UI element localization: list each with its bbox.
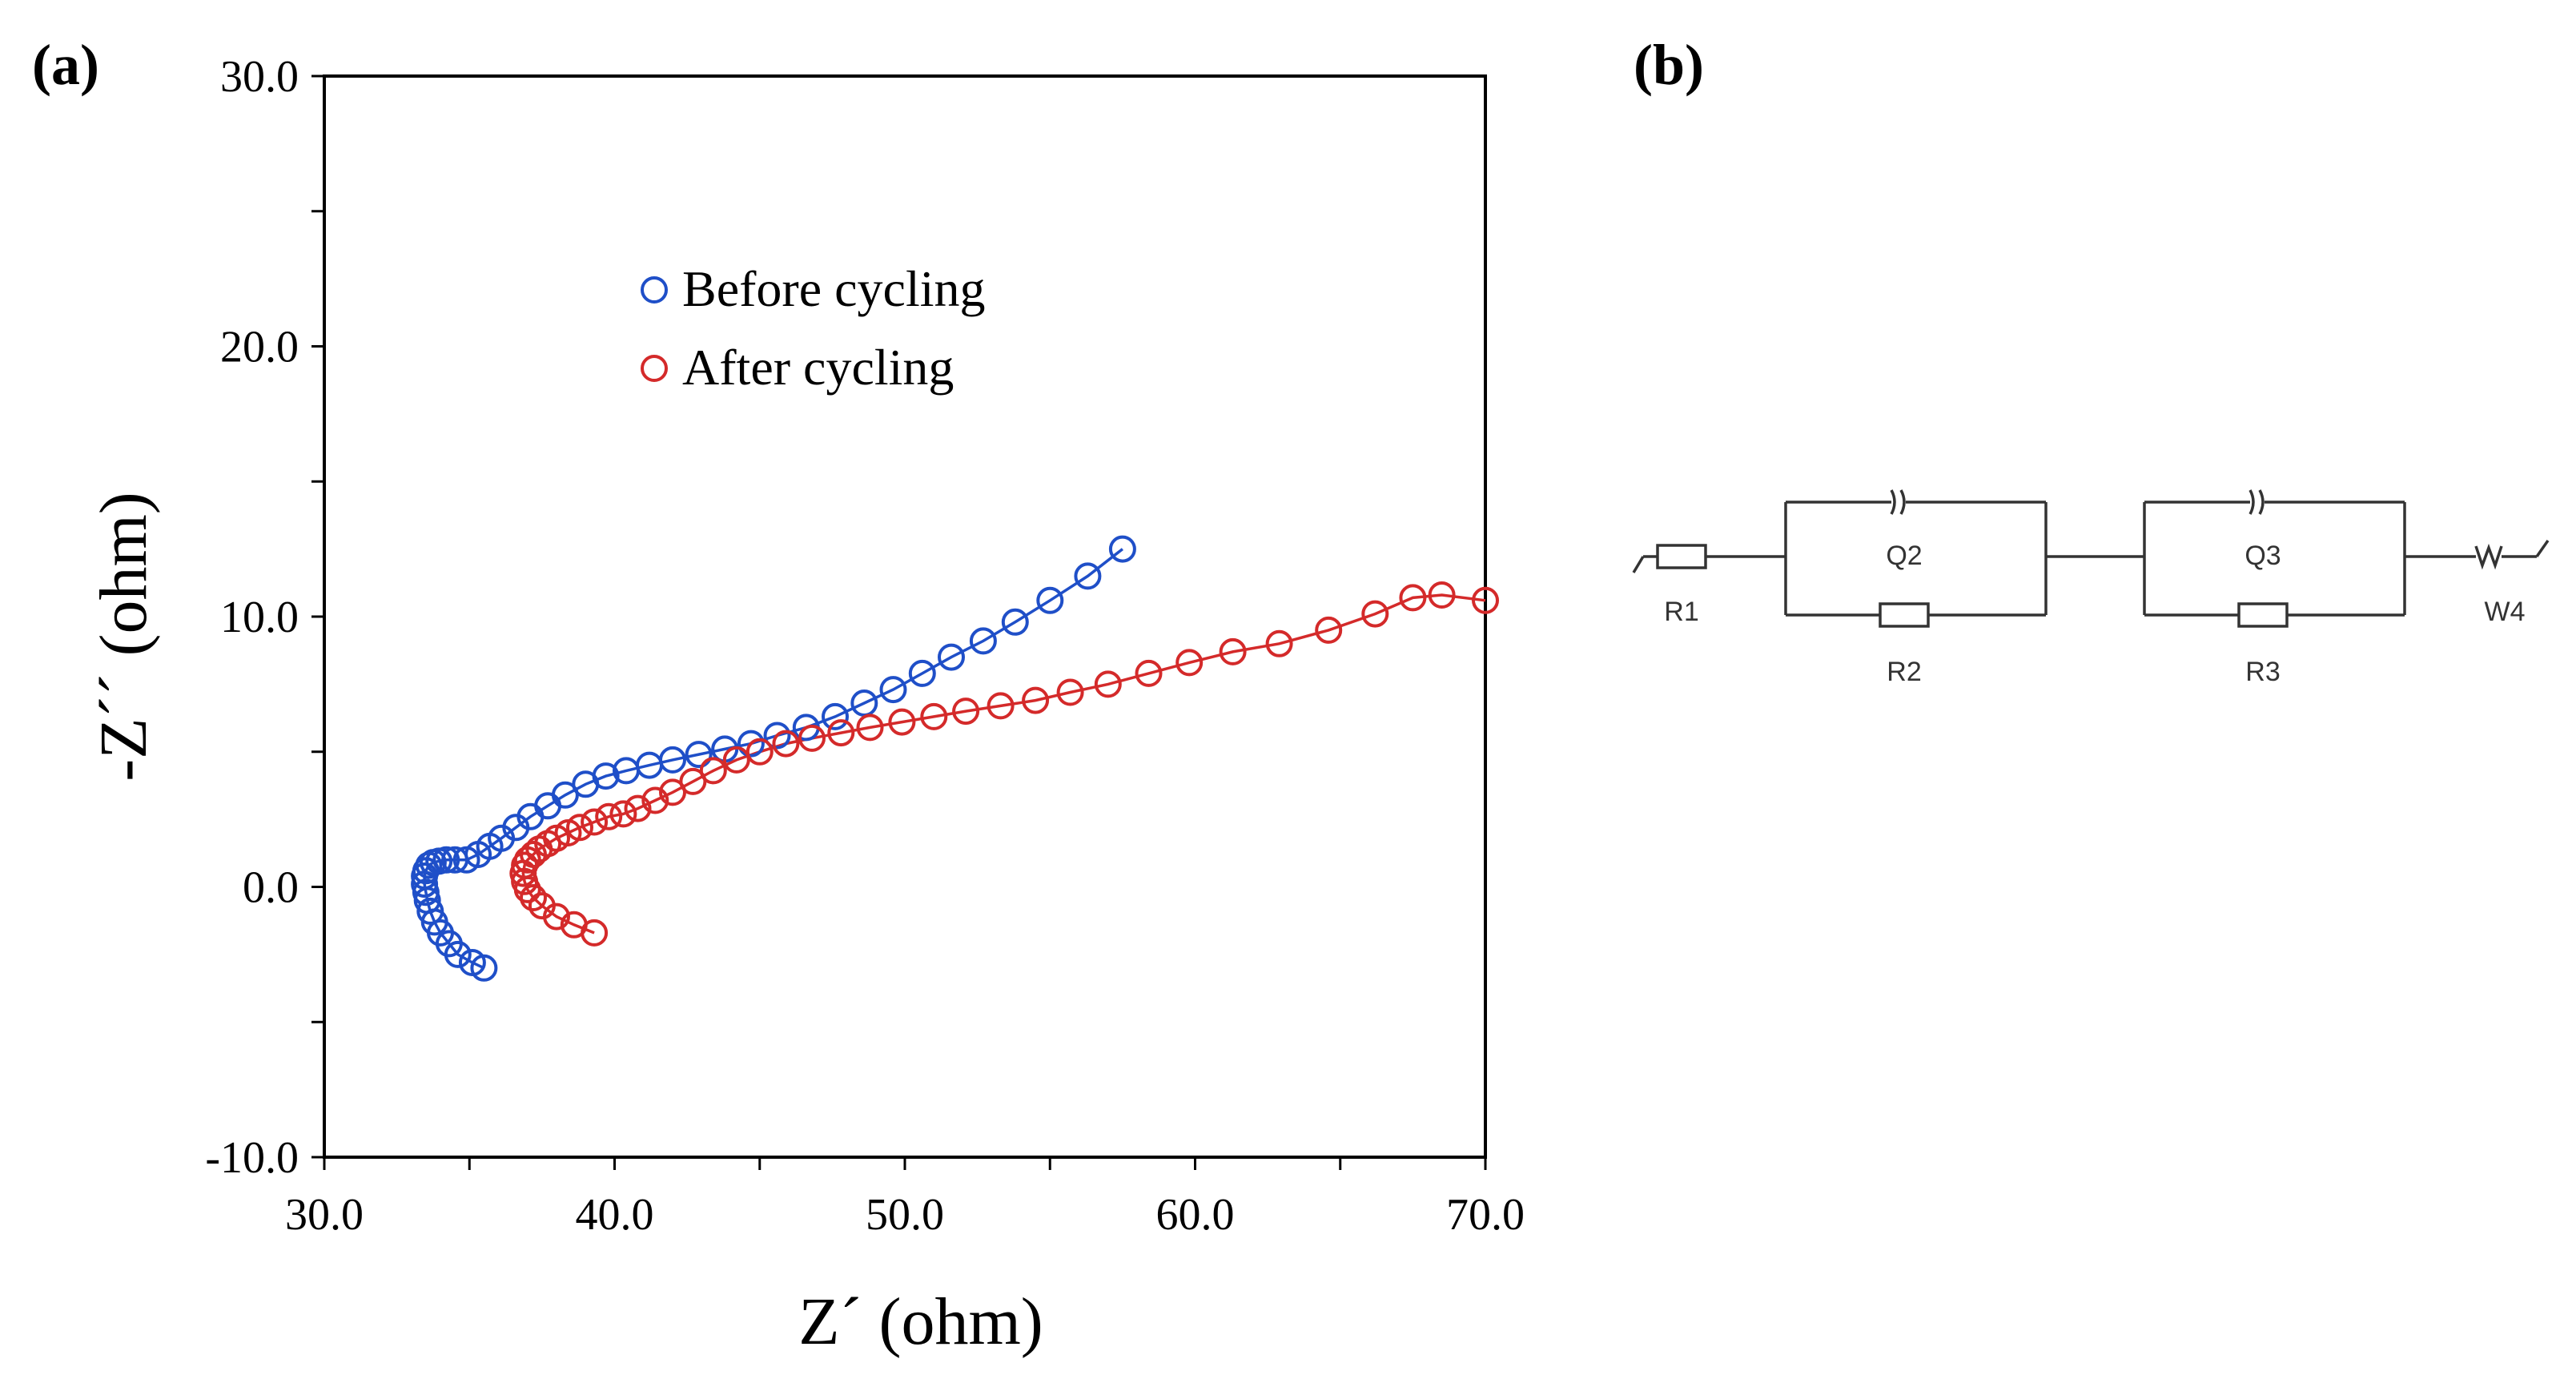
y-tick-label: 10.0 bbox=[220, 593, 299, 642]
data-point-1 bbox=[987, 692, 1015, 720]
data-point-0 bbox=[969, 627, 997, 655]
data-points bbox=[411, 535, 1499, 982]
data-point-1 bbox=[772, 730, 800, 758]
data-point-0 bbox=[1108, 535, 1136, 563]
warburg-w4 bbox=[2474, 543, 2503, 570]
data-point-1 bbox=[1094, 670, 1122, 698]
y-tick-label: 0.0 bbox=[243, 863, 299, 913]
data-point-1 bbox=[641, 786, 669, 814]
label-q3: Q3 bbox=[2244, 541, 2281, 571]
legend-marker-before bbox=[641, 276, 668, 304]
data-point-0 bbox=[551, 781, 579, 809]
data-point-1 bbox=[624, 794, 652, 822]
data-point-0 bbox=[822, 702, 849, 730]
data-point-1 bbox=[856, 714, 884, 742]
data-point-1 bbox=[581, 808, 609, 836]
label-r3: R3 bbox=[2245, 657, 2280, 687]
panel-label-a: (a) bbox=[32, 33, 99, 97]
data-point-1 bbox=[827, 719, 855, 747]
data-point-1 bbox=[560, 911, 588, 939]
label-q2: Q2 bbox=[1886, 541, 1922, 571]
x-tick-label: 50.0 bbox=[866, 1190, 944, 1240]
data-point-1 bbox=[952, 698, 980, 726]
data-point-1 bbox=[528, 892, 556, 920]
data-point-1 bbox=[888, 708, 916, 736]
x-tick-label: 30.0 bbox=[285, 1190, 364, 1240]
data-point-1 bbox=[1399, 584, 1427, 612]
label-w4: W4 bbox=[2485, 597, 2526, 627]
data-point-1 bbox=[745, 738, 774, 766]
data-point-1 bbox=[1472, 586, 1499, 614]
y-axis-title: -Z´´ (ohm) bbox=[86, 492, 161, 782]
data-point-0 bbox=[938, 643, 965, 671]
lead-in bbox=[1632, 556, 1645, 573]
data-point-0 bbox=[432, 846, 460, 874]
data-point-0 bbox=[685, 741, 713, 769]
y-tick-label: 20.0 bbox=[220, 323, 299, 372]
cpe-q3 bbox=[2248, 489, 2265, 515]
data-point-0 bbox=[659, 746, 686, 774]
x-tick-label: 40.0 bbox=[576, 1190, 654, 1240]
data-point-1 bbox=[609, 800, 637, 828]
data-point-0 bbox=[879, 676, 907, 704]
data-point-0 bbox=[1001, 608, 1029, 636]
data-point-1 bbox=[595, 802, 623, 830]
plot-frame bbox=[323, 74, 1487, 1159]
axis-ticks bbox=[311, 74, 1487, 1170]
data-point-0 bbox=[1074, 562, 1102, 590]
x-tick-label: 70.0 bbox=[1446, 1190, 1525, 1240]
legend-marker-after bbox=[641, 355, 668, 382]
data-point-1 bbox=[566, 814, 593, 842]
fit-lines bbox=[423, 548, 1486, 970]
data-point-0 bbox=[458, 949, 486, 976]
data-point-1 bbox=[1361, 600, 1389, 628]
nyquist-chart: -10.0 0.0 10.0 20.0 30.0 30.0 40.0 50.0 60.0 70.0… bbox=[86, 52, 1525, 1359]
resistor-r1 bbox=[1656, 544, 1707, 569]
data-point-1 bbox=[1265, 629, 1293, 657]
equivalent-circuit: R1 Q2 R2 Q3 R3 W4 bbox=[1632, 489, 2550, 687]
data-point-1 bbox=[1056, 678, 1084, 706]
y-tick-label: -10.0 bbox=[205, 1133, 299, 1183]
data-point-1 bbox=[1175, 649, 1204, 677]
data-point-0 bbox=[850, 689, 878, 717]
legend: Before cycling After cycling bbox=[641, 260, 986, 396]
data-point-1 bbox=[1135, 659, 1163, 687]
panel-label-b: (b) bbox=[1634, 33, 1704, 97]
axis-tick-labels: -10.0 0.0 10.0 20.0 30.0 30.0 40.0 50.0 60.0 70.0 bbox=[205, 52, 1525, 1240]
label-r2: R2 bbox=[1887, 657, 1921, 687]
data-point-1 bbox=[920, 702, 948, 730]
data-point-1 bbox=[699, 757, 727, 785]
legend-label-after: After cycling bbox=[682, 339, 954, 396]
data-point-1 bbox=[722, 746, 750, 774]
data-point-0 bbox=[1036, 586, 1064, 614]
x-axis-title: Z´ (ohm) bbox=[798, 1284, 1043, 1359]
x-tick-label: 60.0 bbox=[1156, 1190, 1235, 1240]
data-point-1 bbox=[679, 767, 707, 795]
resistor-r3 bbox=[2237, 602, 2289, 628]
data-point-0 bbox=[592, 762, 620, 790]
data-point-0 bbox=[737, 730, 765, 758]
legend-label-before: Before cycling bbox=[682, 260, 986, 317]
resistor-r2 bbox=[1879, 602, 1930, 628]
data-point-1 bbox=[1219, 637, 1247, 665]
label-r1: R1 bbox=[1664, 597, 1698, 627]
data-point-1 bbox=[1428, 581, 1456, 609]
data-point-1 bbox=[1315, 616, 1343, 644]
data-point-1 bbox=[520, 884, 547, 911]
data-point-0 bbox=[763, 722, 791, 750]
lead-out bbox=[2535, 539, 2550, 558]
data-point-1 bbox=[798, 724, 826, 752]
data-point-1 bbox=[1022, 686, 1050, 714]
data-point-0 bbox=[908, 659, 936, 687]
data-point-1 bbox=[659, 778, 686, 806]
cpe-q2 bbox=[1890, 489, 1906, 515]
fit-line-1 bbox=[521, 593, 1486, 935]
data-point-0 bbox=[416, 897, 444, 925]
y-tick-label: 30.0 bbox=[220, 52, 299, 102]
